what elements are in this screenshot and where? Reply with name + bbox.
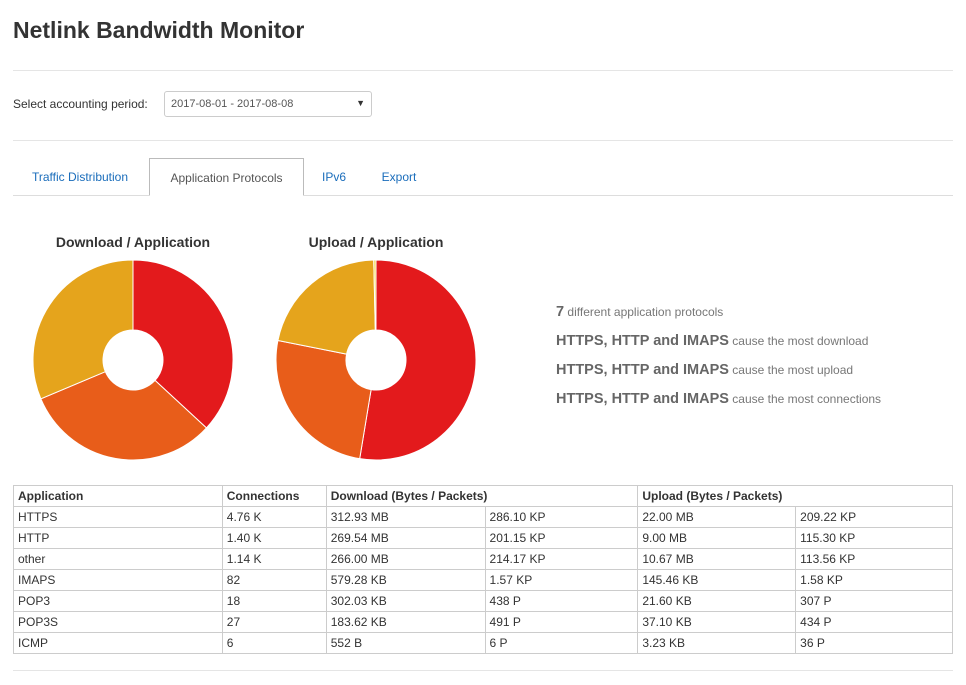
table-cell: ICMP bbox=[13, 632, 223, 654]
table-cell: 6 P bbox=[484, 632, 639, 654]
tab[interactable]: IPv6 bbox=[321, 170, 346, 184]
divider bbox=[13, 70, 953, 71]
pie-slice bbox=[32, 259, 134, 400]
table-cell: 22.00 MB bbox=[637, 506, 797, 528]
table-cell: 21.60 KB bbox=[637, 590, 797, 612]
table-cell: 27 bbox=[221, 611, 327, 633]
table-cell: 209.22 KP bbox=[795, 506, 953, 528]
summary-line: HTTPS, HTTP and IMAPS cause the most con… bbox=[556, 391, 881, 407]
table-cell: 82 bbox=[221, 569, 327, 591]
table-cell: 286.10 KP bbox=[484, 506, 639, 528]
table-cell: 302.03 KB bbox=[325, 590, 486, 612]
table-cell: 579.28 KB bbox=[325, 569, 486, 591]
table-cell: 4.76 K bbox=[221, 506, 327, 528]
table-cell: 201.15 KP bbox=[484, 527, 639, 549]
pie-slice bbox=[359, 259, 477, 461]
table-cell: 1.40 K bbox=[221, 527, 327, 549]
page-title: Netlink Bandwidth Monitor bbox=[13, 17, 305, 43]
table-cell: 491 P bbox=[484, 611, 639, 633]
pie-slice bbox=[373, 259, 377, 331]
table-cell: 434 P bbox=[795, 611, 953, 633]
dropdown-arrow: ▼ bbox=[356, 98, 365, 108]
table-cell: 36 P bbox=[795, 632, 953, 654]
header-cell: Application bbox=[13, 485, 223, 507]
table-cell: 266.00 MB bbox=[325, 548, 486, 570]
table-cell: POP3 bbox=[13, 590, 223, 612]
table-row: IMAPS 82 579.28 KB 1.57 KP 145.46 KB 1.58 KP bbox=[13, 569, 953, 591]
table-cell: other bbox=[13, 548, 223, 570]
table-cell: 6 bbox=[221, 632, 327, 654]
table-row: POP3 18 302.03 KB 438 P 21.60 KB 307 P bbox=[13, 590, 953, 612]
table-row: HTTP 1.40 K 269.54 MB 201.15 KP 9.00 MB 115.3… bbox=[13, 527, 953, 549]
header-cell: Upload (Bytes / Packets) bbox=[637, 485, 953, 507]
period-value: 2017-08-01 - 2017-08-08 bbox=[171, 98, 294, 110]
summary-strong: HTTPS, HTTP and IMAPS bbox=[556, 362, 729, 378]
header-row: Application Connections Download (Bytes / … bbox=[13, 485, 953, 507]
chart-title: Download / Application bbox=[56, 234, 210, 250]
charts: Download / Application Upload / Applicati… bbox=[32, 234, 477, 461]
divider bbox=[13, 140, 953, 141]
table-cell: 10.67 MB bbox=[637, 548, 797, 570]
table-cell: HTTP bbox=[13, 527, 223, 549]
table-cell: 312.93 MB bbox=[325, 506, 486, 528]
summary-line: 7 different application protocols bbox=[556, 304, 723, 320]
table-cell: 183.62 KB bbox=[325, 611, 486, 633]
header-cell: Connections bbox=[221, 485, 327, 507]
summary-text: cause the most download bbox=[732, 334, 869, 348]
summary-text: cause the most upload bbox=[732, 363, 854, 377]
table-row: HTTPS 4.76 K 312.93 MB 286.10 KP 22.00 MB 209… bbox=[13, 506, 953, 528]
table-cell: 9.00 MB bbox=[637, 527, 797, 549]
table-cell: 552 B bbox=[325, 632, 486, 654]
tab[interactable]: Export bbox=[381, 170, 417, 184]
summary-line: HTTPS, HTTP and IMAPS cause the most dow… bbox=[556, 333, 868, 349]
tab-active[interactable]: Application Protocols bbox=[149, 158, 304, 196]
table-cell: 145.46 KB bbox=[637, 569, 797, 591]
tab-bar: Traffic Distribution Application Protoco… bbox=[13, 158, 953, 196]
table-cell: 214.17 KP bbox=[484, 548, 639, 570]
summary-strong: HTTPS, HTTP and IMAPS bbox=[556, 333, 729, 349]
period-select[interactable]: 2017-08-01 - 2017-08-08 ▼ bbox=[164, 91, 372, 117]
table-cell: 113.56 KP bbox=[795, 548, 953, 570]
application-table: Application Connections Download (Bytes / … bbox=[13, 485, 953, 654]
table-cell: 307 P bbox=[795, 590, 953, 612]
table-cell: HTTPS bbox=[13, 506, 223, 528]
table-cell: 37.10 KB bbox=[637, 611, 797, 633]
period-label: Select accounting period: bbox=[13, 97, 148, 111]
table-row: other 1.14 K 266.00 MB 214.17 KP 10.67 MB 113… bbox=[13, 548, 953, 570]
table-row: POP3S 27 183.62 KB 491 P 37.10 KB 434 P bbox=[13, 611, 953, 633]
summary-strong: HTTPS, HTTP and IMAPS bbox=[556, 391, 729, 407]
table-cell: 1.14 K bbox=[221, 548, 327, 570]
tab[interactable]: Traffic Distribution bbox=[31, 170, 129, 184]
table-cell: 1.58 KP bbox=[795, 569, 953, 591]
table-cell: 18 bbox=[221, 590, 327, 612]
pie-slice bbox=[132, 259, 234, 429]
table-cell: 269.54 MB bbox=[325, 527, 486, 549]
table-cell: 438 P bbox=[484, 590, 639, 612]
table-cell: IMAPS bbox=[13, 569, 223, 591]
table-cell: POP3S bbox=[13, 611, 223, 633]
chart-title: Upload / Application bbox=[309, 234, 444, 250]
header-cell: Download (Bytes / Packets) bbox=[325, 485, 639, 507]
table-cell: 115.30 KP bbox=[795, 527, 953, 549]
summary-strong: 7 bbox=[556, 304, 565, 320]
summary-line: HTTPS, HTTP and IMAPS cause the most upl… bbox=[556, 362, 853, 378]
pie-slice bbox=[277, 259, 376, 355]
table-cell: 1.57 KP bbox=[484, 569, 639, 591]
summary-text: different application protocols bbox=[567, 305, 724, 319]
pie-slice bbox=[40, 371, 208, 461]
divider bbox=[13, 670, 953, 671]
pie-slice bbox=[275, 339, 372, 460]
summary-text: cause the most connections bbox=[732, 392, 882, 406]
table-cell: 3.23 KB bbox=[637, 632, 797, 654]
